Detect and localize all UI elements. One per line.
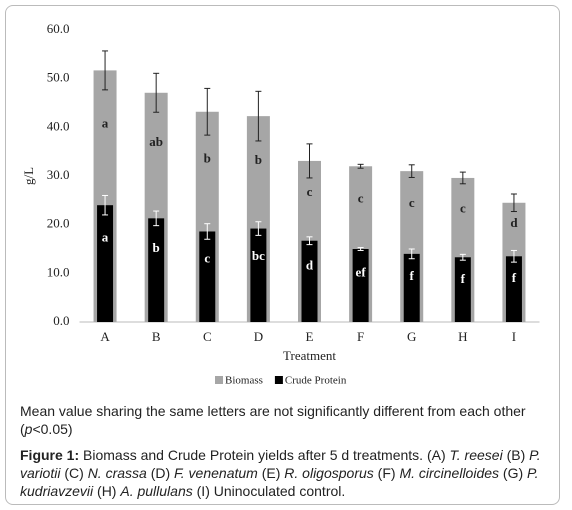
caption-text: N. crassa [87,465,147,481]
y-tick-label: 20.0 [47,216,70,231]
x-tick-label: E [306,329,314,344]
y-tick-label: 0.0 [53,313,69,328]
bar [199,231,216,322]
caption-text: Figure 1: [20,447,80,463]
significance-letter: b [153,240,160,255]
significance-letter: ef [356,264,367,279]
caption-text: (C) [60,465,88,481]
significance-letter: ab [149,134,163,149]
x-axis-label: Treatment [283,348,336,363]
caption-text: A. pullulans [120,483,193,499]
bar [250,228,267,322]
x-tick-label: F [357,329,364,344]
y-axis-label: g/L [21,167,36,185]
caption-text: (G) [499,465,528,481]
significance-letter: b [204,151,211,166]
x-tick-label: G [407,329,416,344]
legend-swatch [215,376,223,384]
x-tick-label: D [254,329,263,344]
note-text: p [24,421,33,437]
caption-text: T. reesei [449,447,503,463]
y-tick-label: 60.0 [47,21,70,36]
bar [148,218,165,322]
caption-text: Biomass and Crude Protein yields after 5… [79,447,450,463]
caption-text: P. kudriavzevii [20,465,539,499]
y-tick-label: 30.0 [47,167,70,182]
caption-text: (F) [373,465,400,481]
caption-text: (B) [502,447,530,463]
caption-text: (I) Uninoculated control. [192,483,346,499]
y-tick-label: 40.0 [47,118,70,133]
chart: Treatment g/L 0.0 10.0 20.0 30.0 40.0 50.0 60.… [21,21,540,387]
x-tick-label: I [512,329,516,344]
bar [403,253,420,322]
significance-letter: c [409,195,415,210]
x-tick-label: A [100,329,110,344]
y-tick-label: 10.0 [47,264,70,279]
caption: Figure 1: Biomass and Crude Protein yiel… [20,446,550,500]
significance-letter: f [512,270,517,285]
figure-frame [5,5,560,505]
significance-letter: a [102,115,109,130]
significance-letter: d [510,215,518,230]
significance-letter: a [102,229,109,244]
bar [301,240,318,322]
caption-text: P. variotii [20,447,541,481]
legend-label: Crude Protein [285,375,347,387]
significance-letter: d [306,258,314,273]
significance-letter: c [460,201,466,216]
significance-letter: bc [252,248,265,263]
bar [505,256,522,322]
significance-letter: c [204,250,210,265]
x-tick-label: H [458,329,467,344]
significance-letter: c [307,184,313,199]
bar [454,257,471,322]
caption-text: M. circinelloides [399,465,500,481]
caption-text: (D) [146,465,175,481]
caption-text: (E) [257,465,285,481]
significance-letter: c [358,190,364,205]
legend-swatch [274,376,283,384]
note-text: <0.05) [32,421,73,437]
legend-label: Biomass [225,375,263,387]
bar [97,205,114,322]
note-text: Mean value sharing the same letters are … [20,403,526,437]
significance-letter: f [410,268,415,283]
x-tick-label: C [203,329,212,344]
x-tick-label: B [152,329,161,344]
significance-letter: f [461,271,466,286]
y-tick-label: 50.0 [47,70,70,85]
caption-text: R. oligosporus [284,465,374,481]
significance-letter: b [255,152,262,167]
bar [352,249,369,322]
caption-text: (H) [93,483,121,499]
note: Mean value sharing the same letters are … [20,402,550,438]
caption-text: F. venenatum [174,465,258,481]
